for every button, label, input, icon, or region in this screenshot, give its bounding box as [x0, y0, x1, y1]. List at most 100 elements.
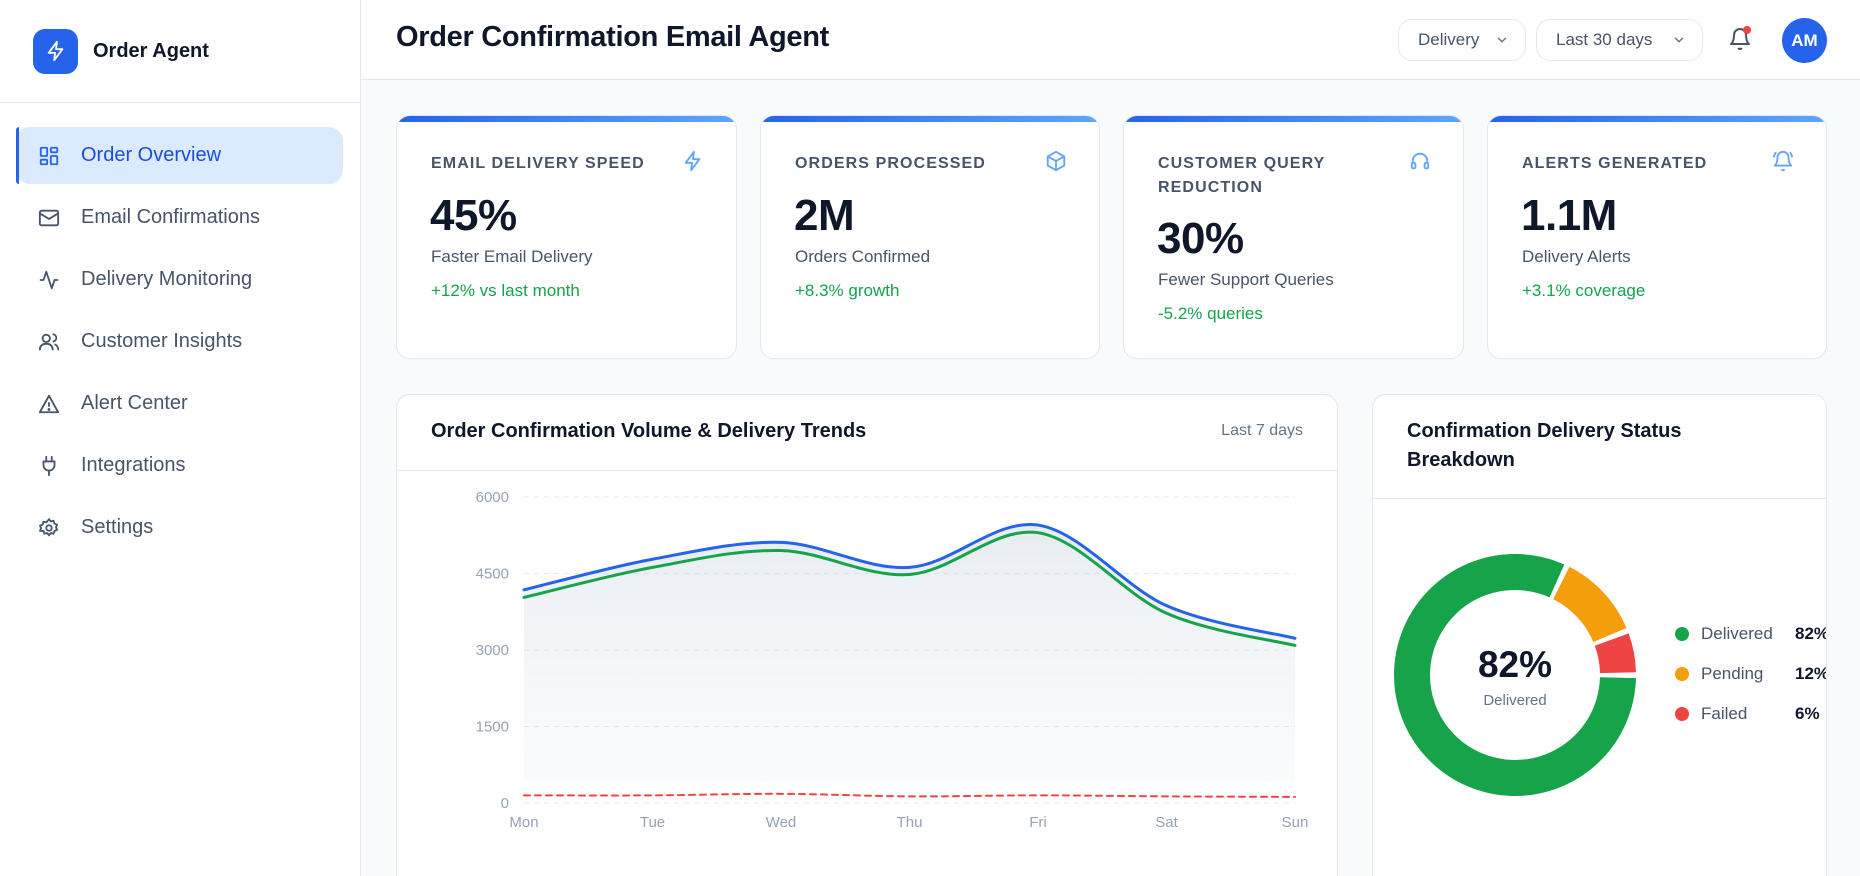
trend-line-chart: 0 1500 3000 4500 6000 Mon Tue Wed Thu Fri Sat Sun [476, 489, 1309, 831]
warning-triangle-icon [37, 392, 61, 416]
volume-area [524, 524, 1295, 781]
sidebar-item-label: Customer Insights [81, 330, 243, 352]
stat-change: +3.1% coverage [1522, 281, 1646, 300]
sidebar-item-order-overview[interactable]: Order Overview [16, 127, 343, 184]
sidebar-item-delivery-monitoring[interactable]: Delivery Monitoring [16, 251, 343, 308]
stat-card-customer-query-reduction: Customer Query Reduction 30% Fewer Suppo… [1123, 115, 1464, 359]
legend-label: Failed [1701, 704, 1748, 723]
sidebar-item-label: Settings [81, 516, 154, 538]
card-accent-bar [397, 116, 736, 122]
donut-center-value: 82% [1478, 644, 1552, 685]
status-donut-chart: 82% Delivered [1394, 554, 1636, 796]
notifications-button[interactable] [1725, 24, 1755, 54]
legend-swatch [1675, 707, 1689, 721]
chevron-down-icon [1497, 37, 1507, 43]
y-tick-label: 4500 [476, 566, 509, 583]
stat-value: 1.1M [1521, 191, 1617, 240]
y-tick-label: 3000 [476, 642, 509, 659]
sidebar-item-label: Alert Center [81, 392, 188, 414]
top-header: Order Confirmation Email Agent Delivery … [361, 0, 1860, 80]
status-panel-title: Confirmation Delivery Status Breakdown [1407, 420, 1682, 471]
legend-value: 12% [1795, 664, 1827, 683]
avatar[interactable]: AM [1782, 18, 1827, 63]
page-title: Order Confirmation Email Agent [396, 21, 830, 53]
users-icon [37, 330, 61, 354]
donut-segment-pending [1394, 554, 1636, 796]
trend-panel-header: Order Confirmation Volume & Delivery Tre… [397, 395, 1337, 471]
series-line-2 [523, 792, 1296, 798]
stat-subtitle: Orders Confirmed [795, 247, 931, 266]
legend-item-pending: Pending 12% [1675, 662, 1827, 686]
mail-icon [37, 206, 61, 230]
legend-item-failed: Failed 6% [1675, 702, 1820, 726]
donut-center-label: Delivered [1483, 692, 1546, 709]
sidebar-item-label: Order Overview [81, 144, 222, 166]
app-logo[interactable] [33, 28, 78, 74]
donut-segment-delivered [1394, 554, 1636, 796]
sidebar-item-customer-insights[interactable]: Customer Insights [16, 313, 343, 370]
bell-icon [1730, 28, 1750, 51]
stat-card-orders-processed: Orders Processed 2M Orders Confirmed +8.… [760, 115, 1100, 359]
status-panel-header: Confirmation Delivery Status Breakdown [1373, 395, 1826, 499]
lightning-icon [680, 148, 706, 174]
legend-label: Delivered [1701, 624, 1773, 643]
stat-value: 45% [430, 191, 517, 240]
activity-icon [37, 268, 61, 292]
sidebar-item-integrations[interactable]: Integrations [16, 437, 343, 494]
sidebar-item-label: Integrations [81, 454, 186, 476]
app-name: Order Agent [93, 39, 209, 62]
stat-subtitle: Delivery Alerts [1522, 247, 1631, 266]
stat-value: 2M [794, 191, 855, 240]
headphones-icon [1407, 148, 1433, 174]
legend-swatch [1675, 627, 1689, 641]
stat-label: Alerts Generated [1522, 155, 1708, 172]
x-tick-label: Tue [640, 814, 665, 831]
bell-ring-icon [1770, 148, 1796, 174]
card-accent-bar [1488, 116, 1826, 122]
stat-value: 30% [1157, 214, 1244, 263]
legend-value: 82% [1795, 624, 1827, 643]
notification-badge [1743, 26, 1751, 34]
stat-card-alerts-generated: Alerts Generated 1.1M Delivery Alerts +3… [1487, 115, 1827, 359]
category-filter-select[interactable]: Delivery [1398, 19, 1526, 61]
plug-icon [37, 454, 61, 478]
stat-subtitle: Fewer Support Queries [1158, 270, 1334, 289]
card-accent-bar [761, 116, 1099, 122]
stat-change: -5.2% queries [1158, 304, 1263, 323]
stat-label: Orders Processed [795, 155, 986, 172]
gear-icon [37, 516, 61, 540]
stat-card-email-delivery-speed: Email Delivery Speed 45% Faster Email De… [396, 115, 737, 359]
stat-change: +8.3% growth [795, 281, 900, 300]
stat-label: Email Delivery Speed [431, 155, 645, 172]
legend-item-delivered: Delivered 82% [1675, 622, 1827, 646]
series-line-1 [522, 530, 1297, 647]
y-tick-label: 1500 [476, 719, 509, 736]
y-tick-label: 0 [501, 795, 509, 812]
card-accent-bar [1124, 116, 1463, 122]
category-filter-value: Delivery [1418, 30, 1480, 49]
chevron-down-icon [1674, 37, 1684, 43]
date-range-value: Last 30 days [1556, 30, 1653, 49]
sidebar-item-label: Delivery Monitoring [81, 268, 253, 290]
sidebar-item-email-confirmations[interactable]: Email Confirmations [16, 189, 343, 246]
stat-label: Customer Query Reduction [1158, 155, 1326, 196]
trend-panel-title: Order Confirmation Volume & Delivery Tre… [431, 420, 867, 442]
legend-swatch [1675, 667, 1689, 681]
x-tick-label: Mon [509, 814, 538, 831]
sidebar-item-alert-center[interactable]: Alert Center [16, 375, 343, 432]
sidebar-item-settings[interactable]: Settings [16, 499, 343, 556]
trend-panel-range: Last 7 days [1221, 422, 1303, 439]
y-tick-label: 6000 [476, 489, 509, 506]
status-breakdown-panel: Confirmation Delivery Status Breakdown 8… [1372, 394, 1827, 876]
sidebar-item-label: Email Confirmations [81, 206, 260, 228]
lightning-icon [47, 40, 63, 62]
sidebar: Order Agent Order Overview Email Confirm… [0, 0, 361, 876]
sidebar-nav: Order Overview Email Confirmations Deliv… [0, 103, 360, 556]
legend-label: Pending [1701, 664, 1764, 683]
date-range-select[interactable]: Last 30 days [1536, 19, 1703, 61]
series-line-0 [522, 522, 1297, 640]
layout-grid-icon [37, 144, 61, 168]
brand: Order Agent [0, 0, 360, 103]
package-icon [1043, 148, 1069, 174]
x-tick-label: Thu [897, 814, 923, 831]
